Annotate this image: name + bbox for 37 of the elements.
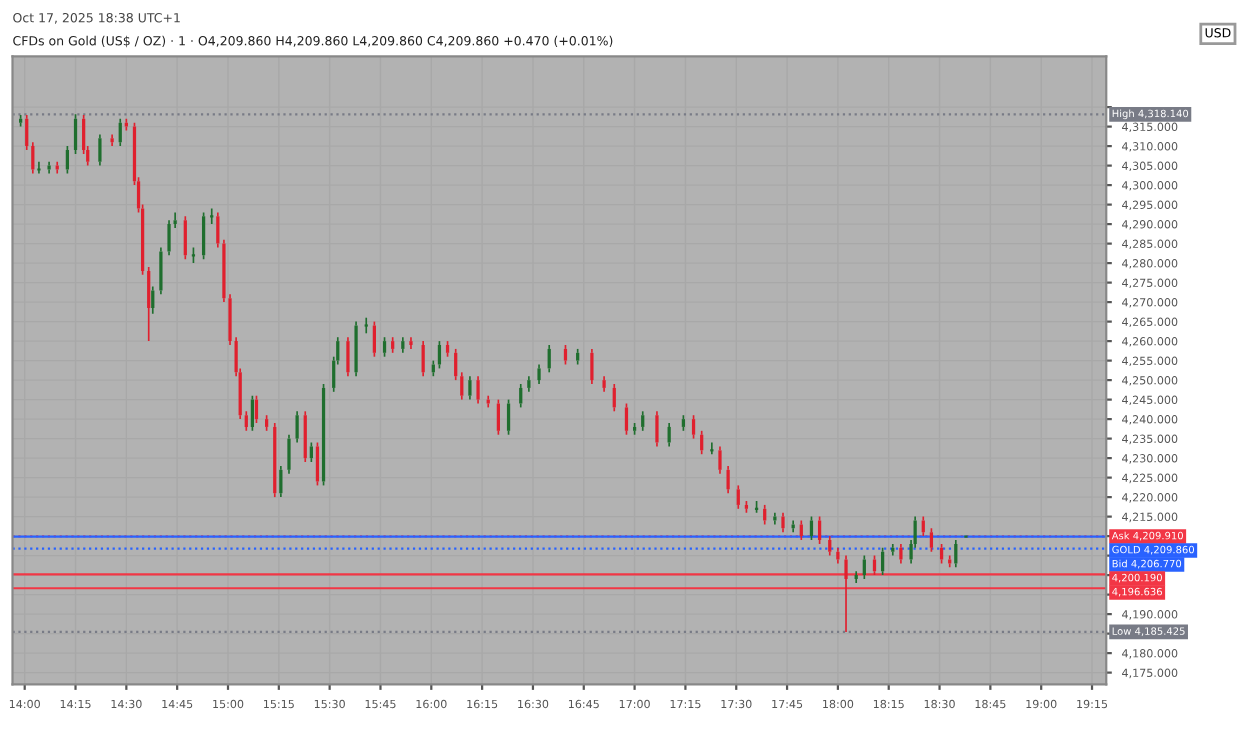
candlestick — [844, 554, 848, 633]
candlestick — [391, 336, 395, 354]
candlestick — [612, 383, 616, 413]
candlestick — [527, 375, 531, 393]
candlestick — [110, 133, 114, 147]
candlestick — [409, 336, 413, 350]
candlestick — [726, 465, 730, 495]
candlestick — [576, 348, 580, 366]
candlestick — [279, 465, 283, 498]
candlestick — [891, 543, 895, 557]
candlestick — [401, 336, 405, 354]
candlestick — [547, 344, 551, 374]
candlestick — [363, 316, 369, 335]
candlestick — [828, 535, 832, 557]
candlestick — [346, 336, 350, 378]
candlestick — [641, 410, 645, 432]
candlestick — [476, 375, 480, 405]
candlestick — [354, 320, 358, 378]
candlestick — [468, 375, 472, 401]
candlestick — [147, 266, 151, 342]
candlestick — [718, 445, 722, 475]
candlestick — [287, 433, 291, 475]
candlestick — [460, 371, 464, 401]
candlestick — [602, 375, 606, 393]
candlestick — [954, 539, 958, 569]
candlestick — [98, 133, 102, 167]
candlestick — [295, 410, 299, 444]
candlestick — [167, 219, 171, 257]
candlestick — [421, 340, 425, 378]
candlestick — [303, 410, 307, 463]
candlestick — [273, 422, 277, 498]
candlestick — [854, 570, 858, 584]
candlestick — [118, 117, 122, 147]
candlestick — [736, 484, 740, 510]
candlestick — [590, 348, 594, 385]
candlestick — [781, 511, 785, 534]
candlestick — [183, 215, 187, 261]
